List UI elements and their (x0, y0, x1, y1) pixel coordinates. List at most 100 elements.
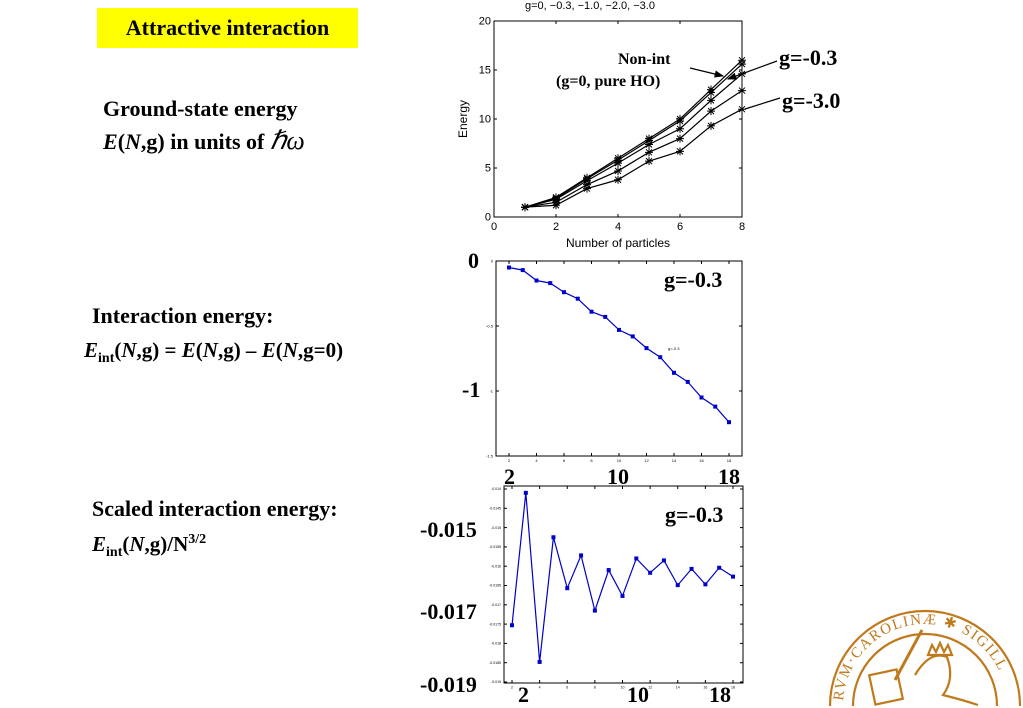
t: ( (122, 532, 130, 556)
chart1-ytick-label: 5 (485, 163, 491, 175)
chart3-big-ytick-1: -0.017 (420, 599, 477, 624)
chart3-ytick-label: -0.019 (491, 680, 501, 684)
svg-text:RVM·CAROLINÆ ✱ SIGILL: RVM·CAROLINÆ ✱ SIGILL (831, 612, 1010, 702)
chart2-point (644, 346, 649, 351)
chart3-big-ytick-2: -0.019 (420, 672, 477, 697)
chart1-series-1-line (524, 59, 743, 208)
chart3-big-xtick-10: 10 (627, 682, 649, 707)
chart3-point (731, 574, 735, 579)
chart2-ytick-label: -1 (489, 388, 493, 393)
section1-heading: Ground-state energy (103, 96, 298, 121)
symbol-N: N (125, 129, 141, 154)
chart3-big-xtick-18: 18 (709, 682, 731, 707)
chart3-xtick-label: 16 (703, 686, 707, 690)
chart3-point (620, 593, 625, 598)
chart2-point (672, 370, 676, 375)
chart3-ytick-label: -0.018 (491, 642, 501, 646)
chart3-xtick-label: 18 (731, 686, 735, 690)
chart2-point (658, 355, 663, 360)
chart3-ytick-label: -0.014 (491, 487, 501, 491)
chart1-series-5-line (524, 108, 743, 208)
chart3-ytick-label: -0.0155 (489, 545, 501, 549)
chart3-point (592, 608, 597, 613)
chart2-big-ytick-1: -1 (462, 377, 480, 402)
formula-text: ,g) in units of (140, 129, 270, 154)
symbol-E: E (103, 129, 118, 154)
arrow-g-3.0 (744, 97, 781, 110)
chart1-series-3-point (738, 69, 746, 78)
chart2-ytick-label: 0 (491, 258, 494, 263)
chart2-point (617, 327, 621, 332)
chart2-point (562, 290, 566, 295)
chart3-point (661, 558, 666, 563)
chart1-ylabel: Energy (456, 100, 470, 138)
chart1-series-4-line (524, 90, 743, 208)
chart3-point (523, 490, 528, 495)
chart1-series-3-line (524, 73, 743, 208)
chart1-series-4-point (614, 166, 622, 175)
chart1-series-3-point (645, 140, 653, 149)
hbar-omega: ℏω (269, 126, 305, 155)
symbol-N: N (121, 338, 137, 362)
seal-book (867, 668, 905, 706)
chart2-point (520, 268, 525, 273)
t: ,g) – (217, 338, 262, 362)
chart1-series-4-point (676, 134, 684, 143)
chart2-xtick-label: 2 (508, 458, 511, 463)
chart2-xtick-label: 14 (672, 458, 677, 463)
symbol-N: N (282, 338, 298, 362)
chart1-ytick-label: 10 (479, 114, 491, 126)
chart2-point (603, 314, 608, 319)
chart1-series-2-point (676, 116, 684, 125)
chart2-ytick-label: -1.5 (486, 453, 494, 458)
chart2-point (685, 379, 690, 384)
chart3-point (703, 582, 708, 587)
chart2-point (548, 281, 553, 286)
chart2-point (727, 420, 731, 425)
chart2-xtick-label: 16 (699, 458, 704, 463)
seal-outer-ring (828, 609, 1022, 707)
t: ,g) = (136, 338, 182, 362)
chart1-xtick-label: 4 (615, 221, 621, 233)
symbol-N: N (202, 338, 218, 362)
chart2-big-xtick-2: 2 (504, 464, 515, 489)
arrow-non-int (689, 67, 725, 78)
chart3-big-ytick-0: -0.015 (420, 517, 477, 542)
chart2-ytick-label: -0.5 (486, 323, 494, 328)
chart3-xtick-label: 8 (594, 686, 596, 690)
chart3-ytick-label: -0.0145 (489, 506, 501, 510)
chart2-g-label: g=-0.3 (664, 267, 722, 292)
chart1-xlabel: Number of particles (566, 236, 670, 250)
chart1-series-5-point (521, 203, 529, 212)
seal-sword (893, 629, 924, 681)
chart3-ytick-label: -0.0185 (489, 661, 501, 665)
symbol-E: E (181, 338, 196, 362)
chart1-ytick-label: 20 (479, 16, 491, 28)
chart1-series-5-point (738, 105, 746, 114)
chart3-ytick-label: -0.016 (491, 564, 501, 568)
university-seal-logo: RVM·CAROLINÆ ✱ SIGILL (828, 609, 1022, 707)
chart1-series-5-point (614, 175, 622, 184)
subscript-int: int (98, 351, 115, 367)
section1-formula: E(N,g) in units of ℏω (103, 126, 305, 156)
symbol-E: E (261, 338, 276, 362)
chart1-series-2-line (524, 63, 743, 208)
chart3-point (510, 623, 514, 628)
chart3-big-xtick-2: 2 (518, 682, 529, 707)
chart1-series-5-point (676, 147, 684, 156)
chart2-point (507, 265, 511, 270)
chart3-point (675, 583, 680, 588)
chart2-xtick-label: 10 (617, 458, 622, 463)
chart1-series-5-point (552, 201, 560, 210)
chart3-point (537, 659, 542, 664)
chart1-ytick-label: 15 (479, 65, 491, 77)
chart1-series-4-point (645, 148, 653, 157)
chart3-xtick-label: 10 (621, 686, 625, 690)
annotation-non-int: Non-int (618, 51, 671, 68)
chart2-xtick-label: 18 (727, 458, 732, 463)
chart3-point (579, 553, 584, 558)
chart3-ytick-label: -0.0175 (489, 622, 501, 626)
chart1-series-4-point (707, 107, 715, 116)
chart3-point (648, 570, 653, 575)
paren: ( (117, 129, 126, 154)
